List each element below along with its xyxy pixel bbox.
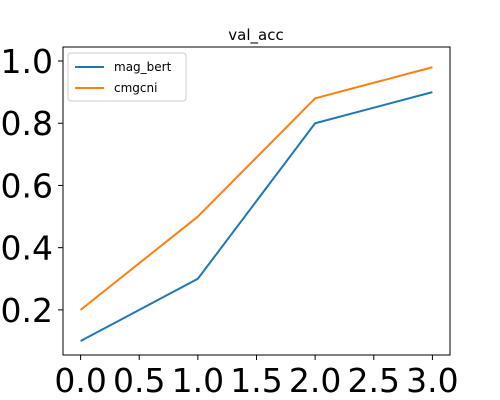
series-line-mag_bert (80, 91, 433, 342)
y-tick-label: 0.4 (1, 229, 53, 268)
chart-title: val_acc (228, 26, 283, 45)
y-axis: 0.2 0.4 0.6 0.8 1.0 (1, 42, 63, 330)
series-lines (79, 66, 433, 342)
legend-label: mag_bert (114, 60, 172, 74)
series-line-cmgcni (79, 66, 433, 311)
x-tick-label: 1.0 (172, 361, 224, 400)
x-tick-label: 1.5 (230, 361, 282, 400)
x-tick-label: 2.0 (289, 361, 341, 400)
x-tick-label: 0.0 (54, 361, 106, 400)
y-tick-label: 0.2 (1, 291, 53, 330)
x-axis: 0.0 0.5 1.0 1.5 2.0 2.5 3.0 (54, 355, 459, 400)
y-tick-label: 0.6 (1, 166, 53, 205)
x-tick-label: 0.5 (113, 361, 165, 400)
legend-label: cmgcni (114, 81, 157, 95)
x-tick-label: 2.5 (348, 361, 400, 400)
y-tick-label: 1.0 (1, 42, 53, 81)
x-tick-label: 3.0 (406, 361, 458, 400)
y-tick-label: 0.8 (1, 104, 53, 143)
